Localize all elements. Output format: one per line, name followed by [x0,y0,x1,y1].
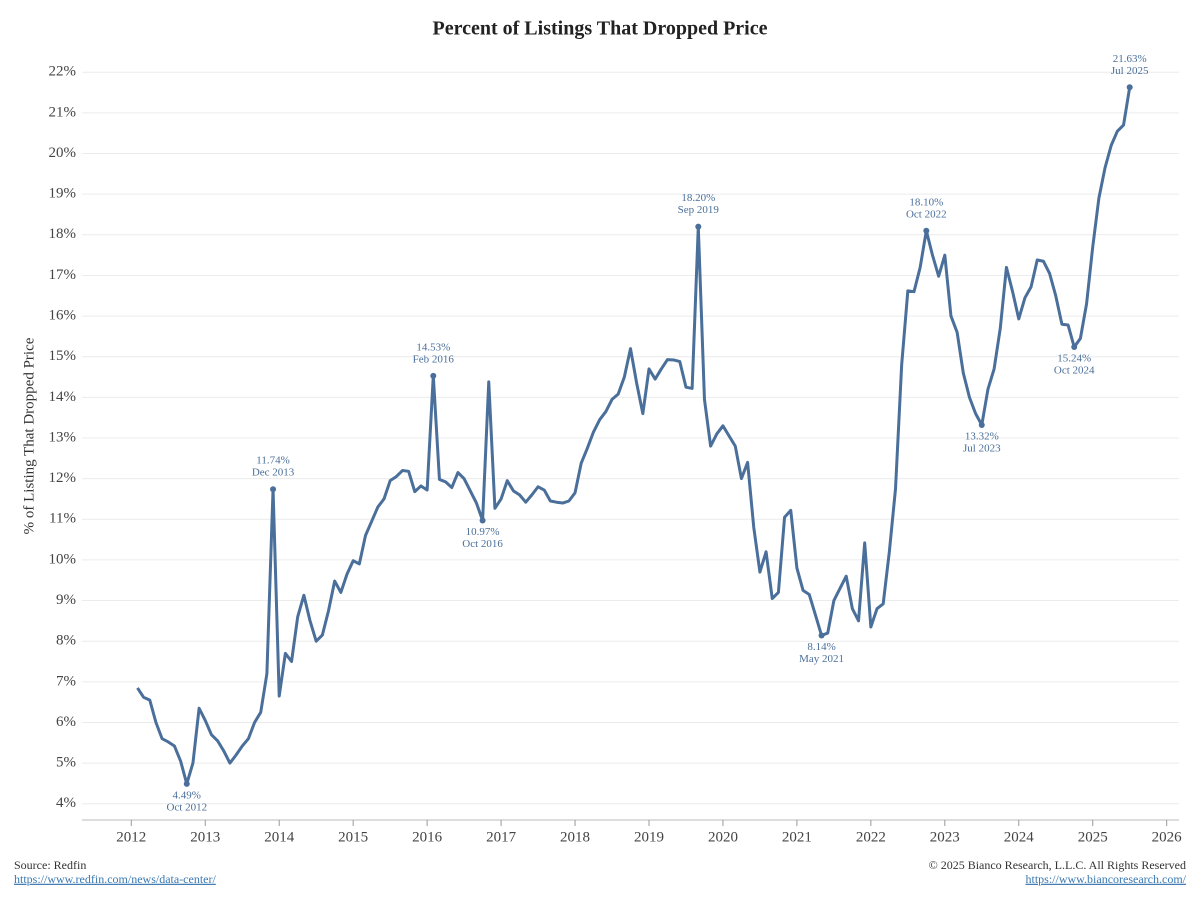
x-tick-label: 2026 [1152,829,1183,845]
x-tick-label: 2013 [190,829,220,845]
point-marker [1071,343,1078,350]
point-marker [183,780,190,787]
annotation-date: Oct 2022 [906,208,947,220]
annotation-value: 18.10% [909,196,943,208]
x-tick-label: 2018 [560,829,590,845]
y-tick-label: 20% [49,145,77,161]
y-tick-label: 8% [56,633,76,649]
annotation-date: Oct 2012 [166,801,207,813]
annotation-value: 10.97% [466,526,500,538]
annotation-date: Dec 2013 [252,467,295,479]
point-marker [695,223,702,230]
y-tick-label: 11% [49,511,76,527]
y-tick-label: 16% [49,308,77,324]
y-tick-label: 18% [49,226,77,242]
source: Source: Redfin [14,858,86,872]
x-tick-label: 2020 [708,829,738,845]
annotation-value: 8.14% [807,641,835,653]
y-tick-label: 10% [49,551,77,567]
annotation-value: 14.53% [416,341,450,353]
annotation-value: 13.32% [965,431,999,443]
y-tick-label: 19% [49,186,77,202]
annotation-date: May 2021 [799,653,844,665]
annotation-date: Jul 2023 [963,443,1001,455]
chart-title: Percent of Listings That Dropped Price [433,18,768,40]
y-tick-label: 13% [49,429,77,445]
x-tick-label: 2025 [1078,829,1108,845]
x-tick-label: 2022 [856,829,886,845]
x-tick-label: 2024 [1004,829,1035,845]
copyright: © 2025 Bianco Research, L.L.C. All Right… [929,858,1186,872]
annotation-date: Oct 2016 [462,538,503,550]
x-tick-label: 2021 [782,829,812,845]
x-tick-label: 2015 [338,829,368,845]
annotation-date: Jul 2025 [1111,65,1149,77]
y-tick-label: 22% [49,64,77,80]
point-marker [479,517,486,524]
x-tick-label: 2012 [116,829,146,845]
annotation-value: 21.63% [1113,53,1147,65]
y-tick-label: 6% [56,714,76,730]
series-line [136,87,1132,786]
y-tick-label: 7% [56,673,76,689]
point-marker [270,486,277,493]
annotation-value: 15.24% [1057,353,1091,365]
copyright-link[interactable]: https://www.biancoresearch.com/ [1025,872,1186,886]
y-tick-label: 4% [56,795,76,811]
annotation-date: Oct 2024 [1054,365,1095,377]
y-tick-label: 12% [49,470,77,486]
x-tick-label: 2014 [264,829,295,845]
point-marker [978,421,985,428]
y-tick-label: 15% [49,348,77,364]
y-axis-label: % of Listing That Dropped Price [21,337,37,534]
x-tick-label: 2016 [412,829,443,845]
annotation-date: Sep 2019 [678,204,720,216]
x-tick-label: 2023 [930,829,960,845]
point-marker [818,632,825,639]
point-marker [430,372,437,379]
annotation-value: 11.74% [256,455,290,467]
x-tick-label: 2019 [634,829,664,845]
y-tick-label: 14% [49,389,77,405]
annotation-value: 4.49% [173,789,201,801]
x-tick-label: 2017 [486,829,517,845]
annotation-value: 18.20% [681,192,715,204]
point-marker [1126,84,1133,91]
y-tick-label: 9% [56,592,76,608]
y-tick-label: 5% [56,755,76,771]
annotation-date: Feb 2016 [413,353,455,365]
y-tick-label: 21% [49,104,77,120]
point-marker [923,227,930,234]
y-tick-label: 17% [49,267,77,283]
source-link[interactable]: https://www.redfin.com/news/data-center/ [14,872,216,886]
